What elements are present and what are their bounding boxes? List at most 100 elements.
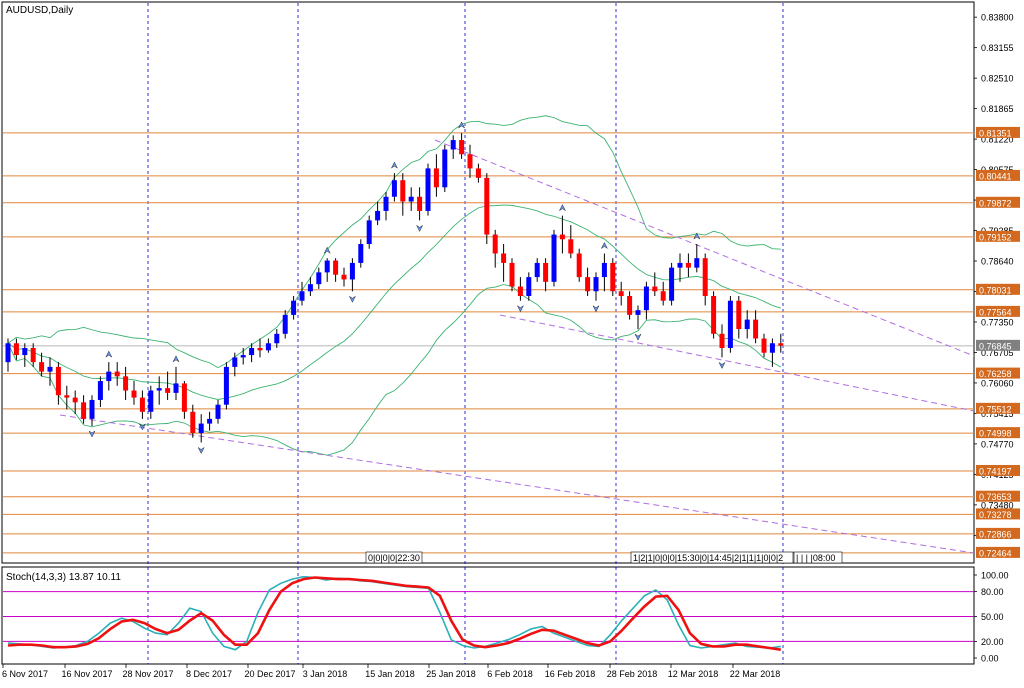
candle[interactable] [643,281,649,320]
candle[interactable] [685,253,691,278]
candle[interactable] [425,163,431,216]
candle[interactable] [22,343,28,367]
candle[interactable] [450,135,456,159]
candle[interactable] [534,258,540,282]
candle[interactable] [442,144,448,193]
main-pane[interactable] [1,1,975,564]
candle[interactable] [610,258,616,296]
candle[interactable] [291,295,297,320]
candle[interactable] [576,248,582,282]
candle[interactable] [215,399,221,424]
candle[interactable] [316,267,322,289]
candle[interactable] [358,239,364,268]
candle[interactable] [711,291,717,339]
candle[interactable] [467,144,473,178]
trendline[interactable] [499,314,975,412]
candle[interactable] [559,215,565,254]
candle[interactable] [72,390,78,415]
candle[interactable] [526,272,532,301]
candle[interactable] [366,215,372,249]
candle[interactable] [753,310,759,344]
candle[interactable] [97,376,103,408]
candle[interactable] [459,132,465,159]
candle[interactable] [652,272,658,296]
candle[interactable] [13,338,19,360]
candle[interactable] [114,362,120,386]
candle[interactable] [517,277,523,301]
candle[interactable] [257,338,263,358]
candle[interactable] [333,258,339,282]
candle[interactable] [702,253,708,306]
candle[interactable] [198,414,204,443]
candle[interactable] [593,272,599,301]
candle[interactable] [769,338,775,367]
candle[interactable] [299,281,305,306]
candle[interactable] [677,253,683,282]
candle[interactable] [660,281,666,306]
candle[interactable] [417,187,423,221]
candle[interactable] [131,381,137,405]
candle[interactable] [475,163,481,183]
candle[interactable] [5,338,11,372]
candle[interactable] [249,343,255,363]
candle[interactable] [719,324,725,358]
candle[interactable] [433,154,439,197]
candle[interactable] [744,310,750,339]
candle[interactable] [123,366,129,400]
candle[interactable] [601,253,607,292]
candle[interactable] [501,244,507,282]
event-marker-group-2[interactable]: 1|2|1|0|0|0|15:30|0|14:45|2|1|1|1|0|0|2 [630,551,794,564]
candle[interactable] [375,201,381,226]
candle[interactable] [223,362,229,410]
candle[interactable] [207,411,213,431]
trendline[interactable] [59,414,975,554]
candle[interactable] [47,357,53,386]
candle[interactable] [400,173,406,216]
candle[interactable] [181,381,187,419]
candle[interactable] [551,229,557,287]
trendline[interactable] [434,139,975,357]
candle[interactable] [232,352,238,377]
candle[interactable] [349,258,355,292]
candle[interactable] [509,258,515,292]
event-marker-group-3[interactable]: | | | |08:00 [793,551,843,564]
candle[interactable] [568,225,574,259]
candle[interactable] [341,267,347,287]
candle[interactable] [727,295,733,353]
candle[interactable] [627,291,633,320]
candle[interactable] [635,305,641,330]
candle[interactable] [39,352,45,377]
candle[interactable] [30,343,36,367]
candle[interactable] [156,376,162,405]
candle[interactable] [282,310,288,339]
candle[interactable] [307,277,313,296]
candle[interactable] [139,390,145,419]
candle[interactable] [55,362,61,405]
candle[interactable] [669,262,675,306]
candle[interactable] [64,385,70,410]
candle[interactable] [585,267,591,296]
candle[interactable] [173,366,179,400]
candle[interactable] [618,281,624,306]
candle[interactable] [778,333,784,353]
candle[interactable] [106,362,112,391]
candle[interactable] [694,244,700,273]
candle[interactable] [736,295,742,339]
candle[interactable] [543,258,549,292]
candle[interactable] [81,395,87,424]
event-marker-group-1[interactable]: 0|0|0|0|22:30 [365,551,423,564]
candle[interactable] [492,229,498,268]
candle[interactable] [484,173,490,245]
candle[interactable] [383,192,389,221]
candle[interactable] [240,347,246,365]
candle[interactable] [391,173,397,202]
candle[interactable] [408,187,414,211]
candle[interactable] [165,371,171,400]
candle[interactable] [324,258,330,282]
candle[interactable] [265,338,271,353]
candle[interactable] [148,385,154,419]
candle[interactable] [190,404,196,438]
candle[interactable] [274,329,280,348]
candle[interactable] [89,395,95,426]
